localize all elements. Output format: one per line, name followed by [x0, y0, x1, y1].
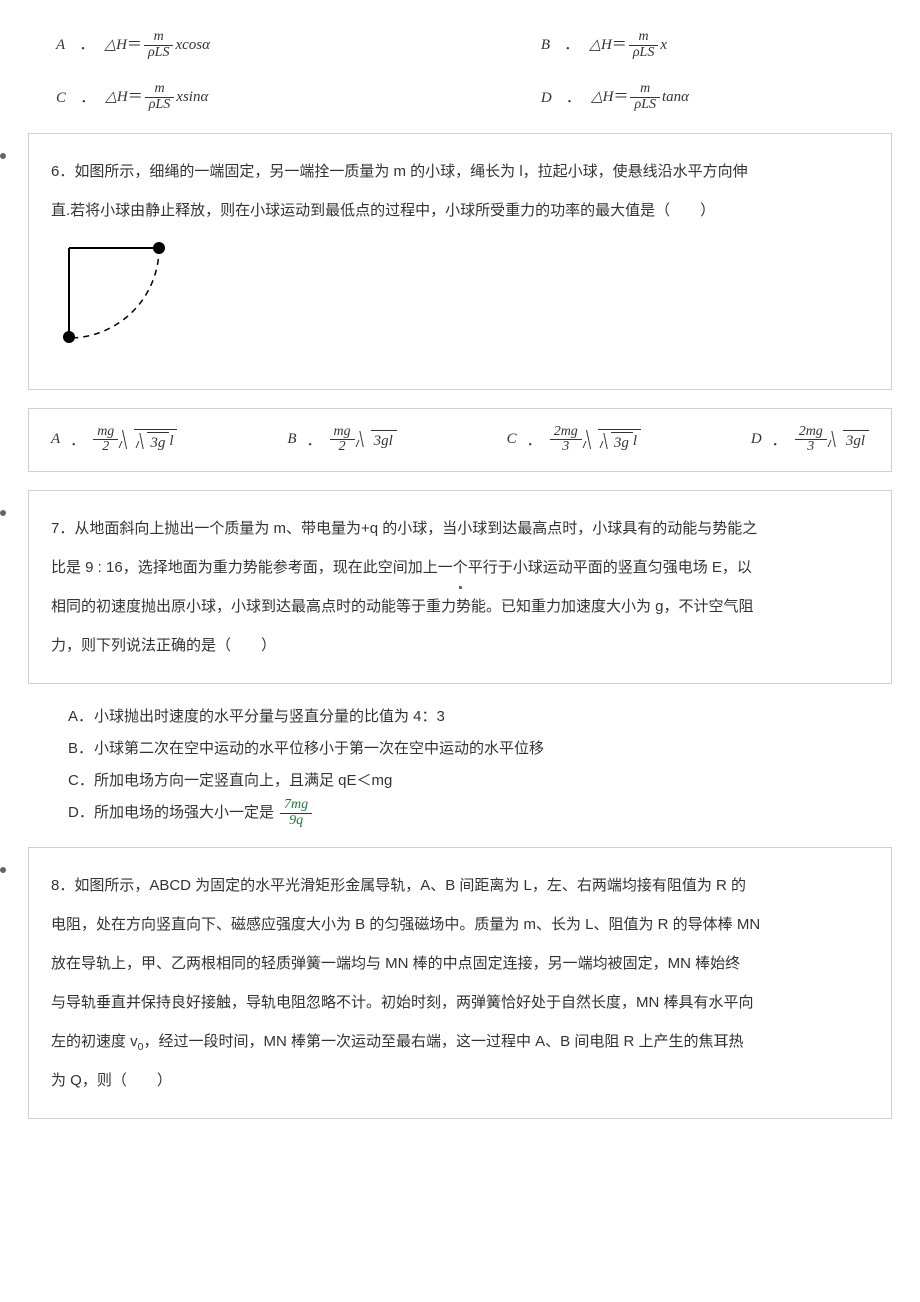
question-text: 7．从地面斜向上抛出一个质量为 m、带电量为+q 的小球，当小球到达最高点时，小…: [51, 509, 869, 548]
question-text: 电阻，处在方向竖直向下、磁感应强度大小为 B 的匀强磁场中。质量为 m、长为 L…: [51, 905, 869, 944]
option-punct: ．: [79, 36, 94, 53]
q5-option-c: C ． △H＝mρLSxsinα: [56, 82, 541, 112]
question-text: 6．如图所示，细绳的一端固定，另一端拴一质量为 m 的小球，绳长为 l，拉起小球…: [51, 152, 869, 191]
option-label: B: [541, 37, 550, 53]
q6-option-d: D． 2mg3 3gl: [751, 425, 869, 455]
fraction: mg2: [93, 425, 118, 455]
fraction: mρLS: [144, 30, 174, 60]
question-text: 比是 9 : 16，选择地面为重力势能参考面，现在此空间加上一个平行于小球运动平…: [51, 548, 869, 587]
fraction: mρLS: [629, 30, 659, 60]
q7-choice-a: A．小球抛出时速度的水平分量与竖直分量的比值为 4：3: [68, 702, 892, 732]
fraction: 2mg3: [550, 425, 582, 455]
question-text: 与导轨垂直并保持良好接触，导轨电阻忽略不计。初始时刻，两弹簧恰好处于自然长度，M…: [51, 983, 869, 1022]
q7-choices: A．小球抛出时速度的水平分量与竖直分量的比值为 4：3 B．小球第二次在空中运动…: [68, 702, 892, 828]
sqrt: 3gl: [584, 429, 641, 452]
bullet-icon: [0, 153, 6, 159]
fraction: mρLS: [145, 82, 175, 112]
question-box: 7．从地面斜向上抛出一个质量为 m、带电量为+q 的小球，当小球到达最高点时，小…: [28, 490, 892, 684]
q5-options: A ． △H＝mρLSxcosα B ． △H＝mρLSx C ． △H＝mρL…: [56, 30, 892, 113]
option-punct: ．: [566, 89, 581, 106]
q5-option-a: A ． △H＝mρLSxcosα: [56, 30, 541, 60]
q6-diagram: [51, 238, 869, 363]
option-label: C: [56, 90, 66, 106]
q7-choice-d: D． 所加电场的场强大小一定是 7mg9q: [68, 798, 892, 828]
option-label: A: [56, 37, 65, 53]
question-6: 6．如图所示，细绳的一端固定，另一端拴一质量为 m 的小球，绳长为 l，拉起小球…: [28, 133, 892, 472]
question-text: 左的初速度 v0，经过一段时间，MN 棒第一次运动至最右端，这一过程中 A、B …: [51, 1022, 869, 1061]
question-box: 6．如图所示，细绳的一端固定，另一端拴一质量为 m 的小球，绳长为 l，拉起小球…: [28, 133, 892, 390]
q6-options: A． mg2 3gl B． mg2 3gl C． 2mg3 3gl D． 2mg…: [28, 408, 892, 472]
question-box: 8．如图所示，ABCD 为固定的水平光滑矩形金属导轨，A、B 间距离为 L，左、…: [28, 847, 892, 1119]
pendulum-diagram: [51, 238, 181, 348]
fraction: 2mg3: [795, 425, 827, 455]
q5-option-b: B ． △H＝mρLSx: [541, 30, 892, 60]
sqrt: 3gl: [829, 430, 869, 450]
fraction: mg2: [330, 425, 355, 455]
sqrt: 3gl: [357, 430, 397, 450]
fraction: mρLS: [630, 82, 660, 112]
option-punct: ．: [80, 89, 95, 106]
q7-choice-c: C．所加电场方向一定竖直向上，且满足 qE＜mg: [68, 766, 892, 796]
q5-option-d: D ． △H＝mρLStanα: [541, 82, 892, 112]
question-text: 相同的初速度抛出原小球，小球到达最高点时的动能等于重力势能。已知重力加速度大小为…: [51, 587, 869, 626]
bullet-icon: [0, 867, 6, 873]
q6-option-b: B． mg2 3gl: [287, 425, 396, 455]
q7-choice-b: B．小球第二次在空中运动的水平位移小于第一次在空中运动的水平位移: [68, 734, 892, 764]
option-punct: ．: [564, 36, 579, 53]
center-marker: [459, 586, 462, 589]
question-text: 为 Q，则（ ）: [51, 1061, 869, 1100]
question-text: 直.若将小球由静止释放，则在小球运动到最低点的过程中，小球所受重力的功率的最大值…: [51, 191, 869, 230]
sqrt: 3gl: [120, 429, 177, 452]
bullet-icon: [0, 510, 6, 516]
q6-option-a: A． mg2 3gl: [51, 425, 177, 455]
fraction: 7mg9q: [280, 798, 312, 828]
question-text: 放在导轨上，甲、乙两根相同的轻质弹簧一端均与 MN 棒的中点固定连接，另一端均被…: [51, 944, 869, 983]
question-text: 8．如图所示，ABCD 为固定的水平光滑矩形金属导轨，A、B 间距离为 L，左、…: [51, 866, 869, 905]
q6-option-c: C． 2mg3 3gl: [507, 425, 641, 455]
question-7: 7．从地面斜向上抛出一个质量为 m、带电量为+q 的小球，当小球到达最高点时，小…: [28, 490, 892, 828]
question-text: 力，则下列说法正确的是（ ）: [51, 626, 869, 665]
option-label: D: [541, 90, 552, 106]
question-8: 8．如图所示，ABCD 为固定的水平光滑矩形金属导轨，A、B 间距离为 L，左、…: [28, 847, 892, 1119]
